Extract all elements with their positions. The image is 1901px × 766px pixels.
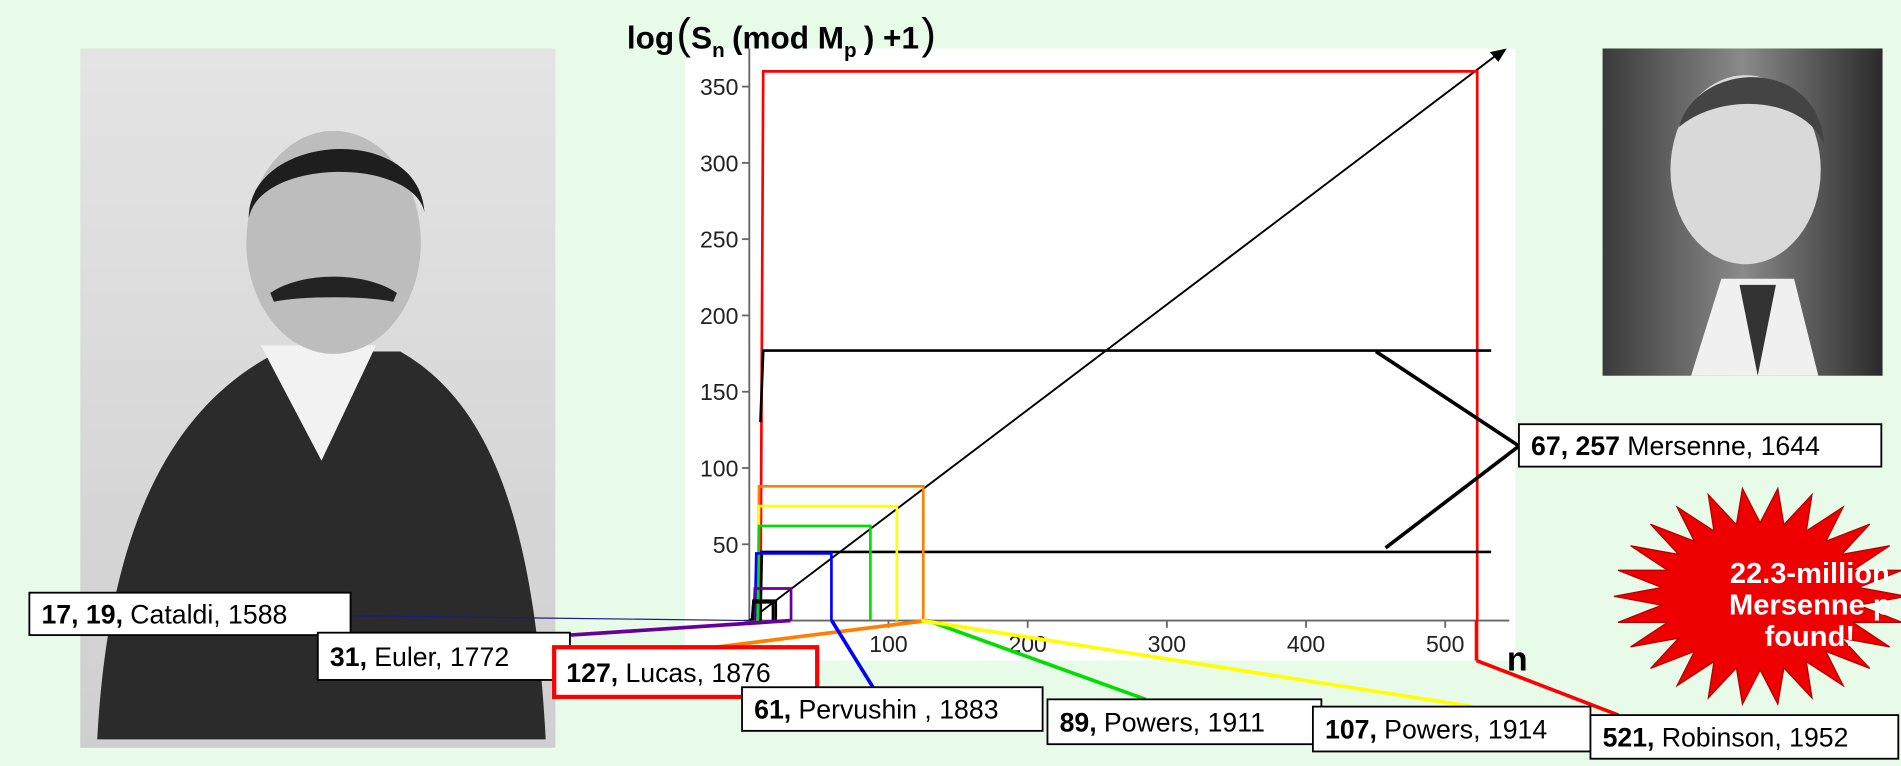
callout-text: Mersenne, 1644 <box>1627 431 1820 461</box>
x-tick-label: 300 <box>1148 631 1186 657</box>
y-tick-label: 100 <box>700 455 738 481</box>
y-axis-title-part: ( <box>677 10 692 58</box>
callout-bold: 61, <box>754 695 791 725</box>
series-line <box>753 552 833 621</box>
callout-text: Lucas, 1876 <box>625 658 770 688</box>
y-tick-label: 350 <box>700 74 738 100</box>
callout-bold: 521, <box>1603 723 1655 753</box>
callout-bold: 89, <box>1060 707 1097 737</box>
callout-bold: 127, <box>566 658 618 688</box>
callout-text: Powers, 1914 <box>1384 715 1547 745</box>
callout-line <box>1384 444 1521 550</box>
starburst-text: Mersenne p <box>1729 589 1891 621</box>
callout-box <box>1046 698 1323 746</box>
callout-line <box>921 618 1474 709</box>
y-axis-title-part: ) <box>921 10 936 58</box>
callout-line <box>569 618 791 637</box>
y-tick-label: 250 <box>700 227 738 253</box>
callout-box <box>1311 705 1592 753</box>
callout-label: 127, Lucas, 1876 <box>566 658 770 688</box>
callout-box <box>1589 714 1900 760</box>
callout-line <box>715 618 928 650</box>
callout-line <box>350 615 750 622</box>
x-tick-label: 500 <box>1426 631 1464 657</box>
callout-text: Euler, 1772 <box>374 642 509 672</box>
portrait-right <box>1602 48 1883 376</box>
y-tick-label: 200 <box>700 303 738 329</box>
y-tick-label: 50 <box>713 532 739 558</box>
x-tick-label: 400 <box>1287 631 1325 657</box>
x-tick-label: 100 <box>869 631 907 657</box>
callout-text: Powers, 1911 <box>1104 707 1265 737</box>
starburst-shape <box>1613 486 1901 707</box>
series-line <box>759 349 1492 423</box>
callout-label: 521, Robinson, 1952 <box>1603 723 1849 753</box>
y-axis-title-part: (mod M <box>732 19 844 55</box>
y-tick-label: 150 <box>700 379 738 405</box>
y-axis-title-part: S <box>691 19 712 55</box>
callout-box <box>741 686 1044 732</box>
callout-text: Robinson, 1952 <box>1662 723 1849 753</box>
series-line <box>759 550 1492 621</box>
portrait-left <box>80 48 556 748</box>
callout-bold: 17, 19, <box>41 600 123 630</box>
y-tick-label: 300 <box>700 150 738 176</box>
callout-line <box>926 618 1147 702</box>
arrow <box>748 50 1503 622</box>
y-axis-title-part: ) +1 <box>864 19 919 55</box>
y-axis-title-part: n <box>712 39 725 62</box>
y-axis-title-part: p <box>844 39 857 62</box>
callout-line <box>830 619 875 689</box>
series-line <box>759 70 1479 621</box>
callout-box <box>316 631 571 681</box>
callout-text: Pervushin , 1883 <box>798 695 998 725</box>
callout-bold: 107, <box>1325 715 1377 745</box>
callout-line <box>1374 349 1520 448</box>
callout-label: 17, 19, Cataldi, 1588 <box>41 600 287 630</box>
callout-label: 89, Powers, 1911 <box>1060 707 1265 737</box>
callout-line <box>1475 658 1619 717</box>
series-line <box>750 599 778 621</box>
starburst-text: 22.3-million <box>1730 558 1890 590</box>
callouts: 17, 19, Cataldi, 1588 31, Euler, 1772 127, Lu… <box>28 349 1900 760</box>
series-line <box>756 524 872 621</box>
callout-label: 107, Powers, 1914 <box>1325 715 1547 745</box>
callout-label: 67, 257 Mersenne, 1644 <box>1531 431 1820 461</box>
callout-bold: 31, <box>330 642 367 672</box>
callout-box <box>1518 423 1883 468</box>
callout-bold: 67, 257 <box>1531 431 1620 461</box>
callout-text: Cataldi, 1588 <box>130 600 287 630</box>
y-axis-title-part: log <box>627 19 674 55</box>
x-axis-title: n <box>1507 640 1528 678</box>
starburst-text: found! <box>1765 621 1855 653</box>
callout-box <box>28 591 352 637</box>
callout-label: 31, Euler, 1772 <box>330 642 509 672</box>
y-axis-title: log(Sn (mod Mp ) +1) <box>627 10 936 61</box>
callout-label: 61, Pervushin , 1883 <box>754 695 998 725</box>
arrow-head <box>1489 48 1507 62</box>
